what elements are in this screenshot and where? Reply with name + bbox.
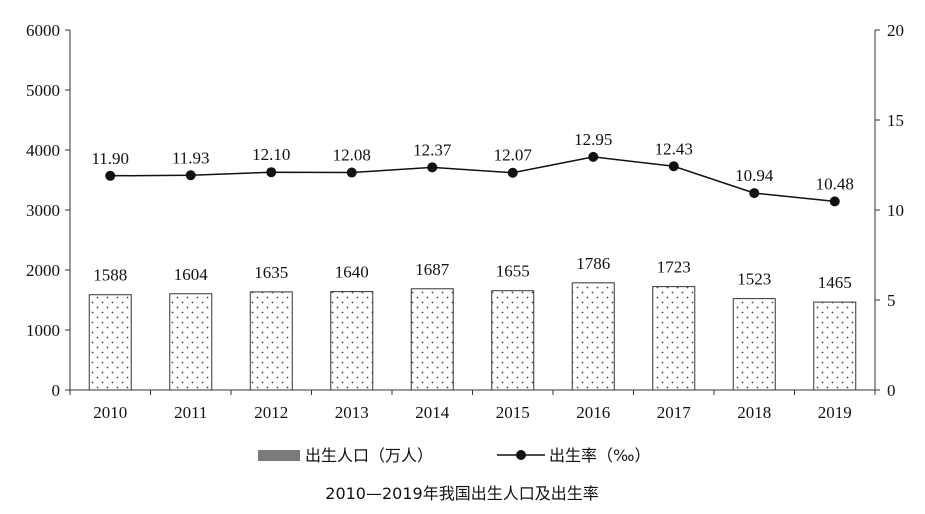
rate-point-2017 — [668, 161, 679, 172]
legend-bar-label: 出生人口（万人） — [305, 446, 433, 465]
bar-2012 — [249, 291, 293, 391]
x-tick-label: 2014 — [415, 403, 450, 422]
bar-label-2015: 1655 — [496, 262, 530, 281]
bar-label-2013: 1640 — [335, 263, 369, 282]
legend-line-label: 出生率（‰） — [549, 446, 650, 465]
left-tick-label: 5000 — [26, 81, 60, 100]
right-tick-label: 20 — [887, 21, 904, 40]
rate-label-2014: 12.37 — [413, 140, 452, 159]
bar-2016 — [571, 282, 615, 391]
line-data-labels: 11.90 11.93 12.10 12.08 12.37 12.07 12.95 12.43… — [91, 130, 853, 193]
rate-label-2015: 12.07 — [494, 146, 533, 165]
rate-label-2018: 10.94 — [735, 166, 774, 185]
rate-point-2015 — [507, 167, 518, 178]
bar-2010 — [88, 294, 132, 391]
left-axis-ticks: 0 1000 2000 3000 4000 5000 6000 — [26, 21, 70, 400]
bar-label-2016: 1786 — [576, 254, 610, 273]
right-tick-label: 0 — [887, 381, 896, 400]
bar-series — [88, 282, 857, 391]
left-tick-label: 2000 — [26, 261, 60, 280]
right-axis-ticks: 0 5 10 15 20 — [875, 21, 904, 400]
x-tick-label: 2016 — [576, 403, 610, 422]
x-tick-label: 2010 — [93, 403, 127, 422]
bar-label-2019: 1465 — [818, 273, 852, 292]
bar-2013 — [330, 291, 374, 391]
rate-point-2011 — [185, 170, 196, 181]
x-tick-label: 2013 — [335, 403, 369, 422]
bar-2015 — [491, 290, 535, 391]
bar-label-2017: 1723 — [657, 258, 691, 277]
bar-label-2010: 1588 — [93, 266, 127, 285]
bar-2018 — [732, 298, 776, 391]
legend-bar-swatch — [258, 450, 300, 461]
x-tick-label: 2019 — [818, 403, 852, 422]
bar-label-2014: 1687 — [415, 260, 450, 279]
bar-2014 — [410, 288, 454, 391]
rate-point-2014 — [427, 162, 438, 173]
bar-2019 — [813, 301, 857, 391]
rate-label-2011: 11.93 — [172, 148, 210, 167]
bar-2017 — [652, 286, 696, 391]
x-tick-label: 2018 — [737, 403, 771, 422]
x-tick-label: 2017 — [657, 403, 692, 422]
rate-point-2018 — [749, 188, 760, 199]
rate-label-2010: 11.90 — [91, 149, 129, 168]
bar-2011 — [169, 293, 213, 391]
chart-caption: 2010—2019年我国出生人口及出生率 — [325, 484, 598, 503]
left-tick-label: 0 — [52, 381, 61, 400]
right-tick-label: 10 — [887, 201, 904, 220]
rate-label-2013: 12.08 — [333, 146, 371, 165]
left-tick-label: 4000 — [26, 141, 60, 160]
rate-point-2016 — [588, 151, 599, 162]
rate-point-2013 — [346, 167, 357, 178]
birth-rate-line — [110, 156, 835, 203]
x-tick-label: 2011 — [174, 403, 207, 422]
rate-point-2019 — [829, 196, 840, 207]
x-tick-label: 2015 — [496, 403, 530, 422]
line-series — [105, 151, 840, 207]
rate-point-2010 — [105, 170, 116, 181]
x-tick-label: 2012 — [254, 403, 288, 422]
left-tick-label: 3000 — [26, 201, 60, 220]
rate-label-2012: 12.10 — [252, 145, 290, 164]
x-axis-ticks: 2010 2011 2012 2013 2014 2015 2016 2017 2018 2019 — [69, 390, 876, 422]
rate-label-2017: 12.43 — [655, 139, 693, 158]
right-tick-label: 15 — [887, 111, 904, 130]
rate-point-2012 — [266, 167, 277, 178]
bar-label-2012: 1635 — [254, 263, 288, 282]
bar-label-2018: 1523 — [737, 270, 771, 289]
bar-data-labels: 1588 1604 1635 1640 1687 1655 1786 1723 1523 1465 — [93, 254, 852, 292]
legend-line-marker — [516, 450, 526, 460]
bar-label-2011: 1604 — [174, 265, 209, 284]
rate-label-2016: 12.95 — [574, 130, 612, 149]
rate-label-2019: 10.48 — [816, 174, 854, 193]
legend: 出生人口（万人） 出生率（‰） — [258, 446, 650, 465]
left-tick-label: 1000 — [26, 321, 60, 340]
left-tick-label: 6000 — [26, 21, 60, 40]
right-tick-label: 5 — [887, 291, 896, 310]
